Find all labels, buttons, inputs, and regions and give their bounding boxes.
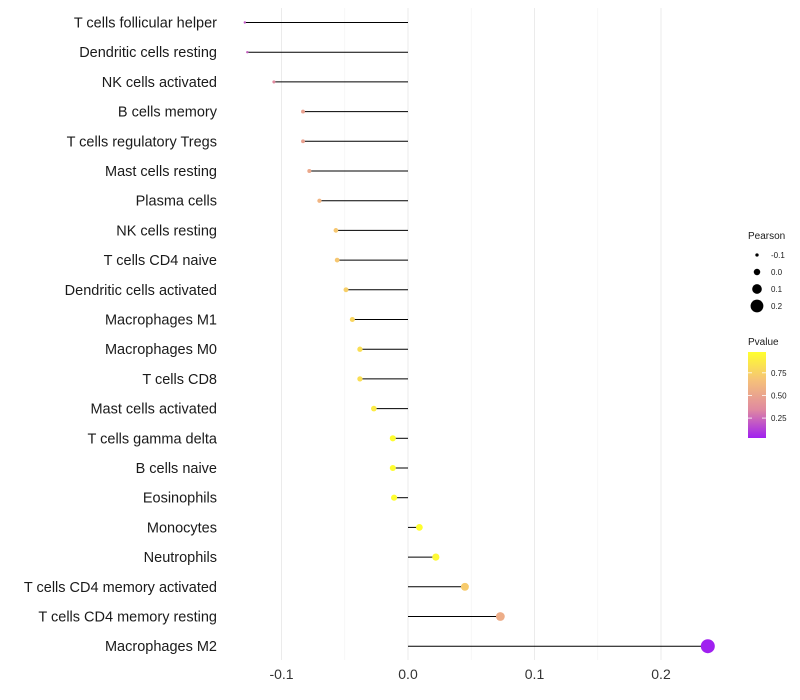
lollipop-stems — [244, 22, 708, 647]
category-label: NK cells activated — [102, 75, 217, 91]
size-legend-key — [755, 253, 759, 257]
lollipop-dot — [700, 639, 715, 654]
lollipop-dot — [301, 139, 305, 144]
size-legend: Pearson -0.1 0.0 0.1 0.2 — [748, 231, 785, 313]
category-label: T cells CD8 — [142, 372, 217, 388]
x-tick-label: 0.1 — [525, 666, 545, 682]
x-tick-label: 0.0 — [398, 666, 418, 682]
category-label: T cells gamma delta — [88, 431, 218, 447]
category-label: NK cells resting — [116, 223, 217, 239]
lollipop-dot — [343, 287, 349, 293]
lollipop-dot — [301, 109, 305, 114]
lollipop-dot — [272, 80, 276, 84]
x-tick-label: -0.1 — [269, 666, 293, 682]
category-label: Mast cells resting — [105, 164, 217, 180]
category-label: Plasma cells — [136, 194, 217, 210]
category-label: T cells CD4 naive — [104, 253, 217, 269]
category-label: Mast cells activated — [90, 402, 217, 418]
category-label: Macrophages M0 — [105, 342, 217, 358]
lollipop-dot — [389, 464, 396, 472]
size-legend-key — [752, 284, 762, 294]
category-label: Macrophages M1 — [105, 313, 217, 329]
size-legend-title: Pearson — [748, 231, 785, 242]
lollipop-dot — [371, 405, 377, 412]
category-label: B cells naive — [136, 461, 217, 477]
category-label: T cells CD4 memory resting — [38, 610, 217, 626]
lollipop-dot — [357, 376, 363, 382]
lollipop-dot — [357, 346, 363, 352]
category-label: Dendritic cells activated — [65, 283, 217, 299]
x-axis-ticks: -0.1 0.0 0.1 0.2 — [269, 666, 671, 682]
lollipop-dot — [391, 494, 398, 501]
color-legend-title: Pvalue — [748, 337, 779, 348]
size-legend-label: -0.1 — [771, 251, 785, 260]
category-label: Eosinophils — [143, 491, 217, 507]
size-legend-label: 0.2 — [771, 302, 783, 311]
lollipop-dot — [246, 50, 249, 54]
lollipop-dot — [495, 612, 505, 621]
lollipop-dot — [349, 316, 355, 323]
color-legend-bar — [748, 352, 766, 438]
lollipop-dot — [389, 435, 396, 442]
size-legend-key — [753, 268, 761, 276]
size-legend-label: 0.0 — [771, 268, 783, 277]
lollipop-dot — [415, 524, 423, 531]
category-label: Monocytes — [147, 520, 217, 536]
category-label: Macrophages M2 — [105, 639, 217, 655]
lollipop-dot — [317, 198, 322, 203]
color-legend: Pvalue 0.75 0.50 0.25 — [748, 337, 787, 438]
category-labels: T cells follicular helper Dendritic cells… — [24, 16, 218, 656]
lollipop-dot — [432, 553, 440, 561]
grid-lines — [281, 8, 662, 660]
category-label: T cells CD4 memory activated — [24, 580, 217, 596]
size-legend-key — [750, 299, 764, 313]
category-label: B cells memory — [118, 105, 218, 121]
size-legend-label: 0.1 — [771, 285, 783, 294]
category-label: Dendritic cells resting — [79, 45, 217, 61]
category-label: T cells follicular helper — [74, 16, 217, 32]
lollipop-dot — [307, 168, 312, 174]
lollipop-dot — [334, 257, 340, 263]
color-legend-label: 0.75 — [771, 369, 787, 378]
color-legend-label: 0.50 — [771, 391, 787, 400]
x-tick-label: 0.2 — [651, 666, 671, 682]
lollipop-dot — [243, 21, 247, 24]
lollipop-dot — [460, 582, 469, 591]
lollipop-dot — [333, 228, 339, 233]
category-label: T cells regulatory Tregs — [67, 134, 217, 150]
color-legend-label: 0.25 — [771, 414, 787, 423]
category-label: Neutrophils — [144, 550, 217, 566]
lollipop-dots — [243, 21, 715, 654]
